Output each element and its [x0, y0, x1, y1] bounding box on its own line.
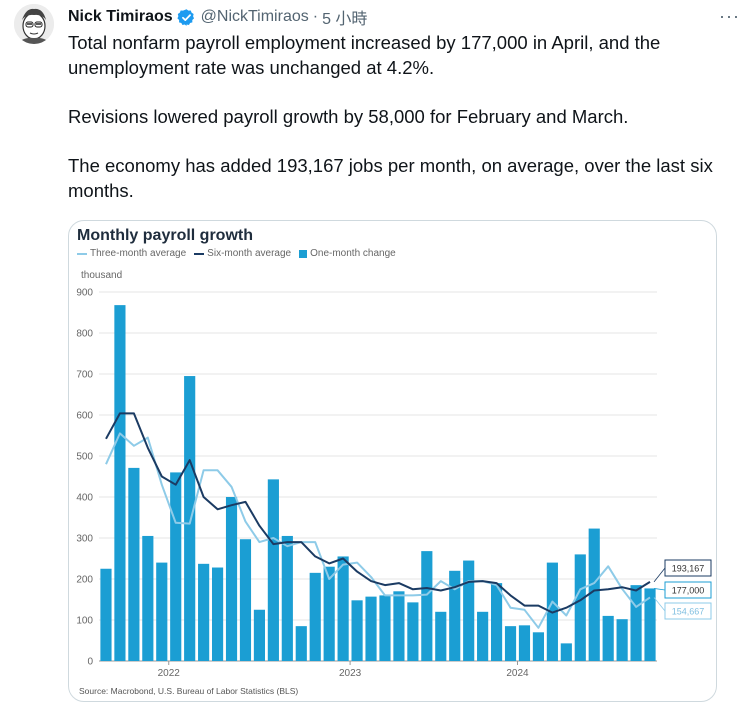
tweet-paragraph: Revisions lowered payroll growth by 58,0…: [68, 106, 629, 127]
legend-swatch: [77, 252, 87, 255]
legend-item-six-month: Six-month average: [194, 248, 291, 259]
y-axis-unit: thousand: [81, 270, 123, 281]
bar: [309, 572, 321, 661]
legend-item-one-month: One-month change: [299, 248, 396, 259]
bar: [644, 588, 656, 661]
bar: [128, 467, 140, 661]
tweet-header: Nick Timiraos @NickTimiraos · 5 小時 ···: [68, 6, 740, 28]
y-tick-label: 300: [76, 534, 93, 545]
bar: [449, 570, 461, 661]
verified-badge-icon: [177, 8, 196, 27]
bar: [198, 563, 210, 661]
bar: [225, 497, 238, 661]
y-tick-label: 200: [76, 575, 93, 586]
legend-label: One-month change: [310, 248, 396, 259]
chart-image-card[interactable]: Monthly payroll growth Three-month avera…: [68, 220, 717, 702]
bar: [323, 566, 335, 661]
bar: [477, 611, 489, 661]
tweet-text: Total nonfarm payroll employment increas…: [68, 30, 728, 227]
bar: [532, 632, 545, 661]
bar: [142, 535, 154, 661]
six-month-average-line: [105, 412, 651, 614]
end-label-box: [664, 602, 712, 620]
bar: [560, 643, 572, 661]
bar: [602, 615, 614, 661]
bar: [407, 602, 419, 661]
y-tick-label: 0: [87, 657, 93, 668]
bar: [267, 479, 279, 661]
bar: [337, 556, 349, 661]
bar: [393, 591, 405, 661]
end-label-leader: [653, 588, 666, 591]
bar: [435, 611, 447, 661]
y-tick-label: 500: [76, 452, 93, 463]
legend-label: Three-month average: [90, 248, 187, 259]
legend-swatch: [299, 249, 308, 258]
chart-source: Source: Macrobond, U.S. Bureau of Labor …: [79, 686, 299, 696]
end-label-leader: [653, 597, 666, 612]
author-handle[interactable]: @NickTimiraos: [200, 8, 309, 25]
bar: [100, 568, 112, 661]
bar: [211, 567, 224, 661]
bar: [504, 626, 517, 661]
bar: [490, 583, 503, 661]
y-tick-label: 100: [76, 616, 93, 627]
end-label-leader: [653, 567, 666, 583]
end-label-box: [664, 559, 712, 577]
bar: [239, 539, 252, 661]
y-tick-label: 400: [76, 493, 93, 504]
tweet-paragraph: Total nonfarm payroll employment increas…: [68, 32, 661, 78]
three-month-average-line: [105, 432, 651, 629]
y-tick-label: 800: [76, 329, 93, 340]
end-label-box: [664, 581, 712, 599]
bar: [351, 600, 363, 661]
end-label: 193,167: [672, 564, 705, 574]
chart-plot: 0 100 200 300 400 500 600 700 800 900 2022 2023 2024…: [76, 288, 712, 679]
chart-legend: Three-month average Six-month average On…: [77, 248, 396, 259]
bar: [281, 535, 293, 661]
bar: [616, 619, 628, 661]
bar: [630, 585, 642, 661]
bar: [114, 305, 126, 661]
legend-swatch: [194, 252, 205, 255]
bar: [184, 376, 196, 661]
y-tick-label: 600: [76, 411, 93, 422]
bar: [170, 472, 182, 661]
bar: [365, 596, 377, 661]
y-tick-label: 900: [76, 288, 93, 299]
author-name[interactable]: Nick Timiraos: [68, 8, 173, 25]
end-label: 177,000: [672, 586, 705, 596]
bar: [253, 609, 266, 661]
bar: [421, 551, 433, 661]
timestamp[interactable]: 5 小時: [322, 11, 368, 28]
bar: [588, 528, 600, 661]
legend-label: Six-month average: [207, 248, 292, 259]
avatar-portrait-icon: [14, 4, 54, 44]
bar: [379, 595, 391, 661]
bar: [574, 554, 586, 661]
x-tick-label: 2022: [158, 668, 181, 679]
bar: [295, 626, 307, 661]
tweet-paragraph: The economy has added 193,167 jobs per m…: [68, 155, 713, 201]
y-tick-label: 700: [76, 370, 93, 381]
separator-dot: ·: [312, 8, 319, 25]
more-icon[interactable]: ···: [719, 6, 740, 26]
x-tick-label: 2024: [506, 668, 529, 679]
avatar[interactable]: [14, 4, 54, 44]
x-tick-label: 2023: [339, 668, 362, 679]
end-label: 154,667: [672, 607, 705, 617]
bar: [518, 625, 531, 661]
legend-item-three-month: Three-month average: [77, 248, 186, 259]
chart-title: Monthly payroll growth: [77, 227, 253, 244]
bar: [156, 562, 168, 661]
bar: [463, 560, 475, 661]
